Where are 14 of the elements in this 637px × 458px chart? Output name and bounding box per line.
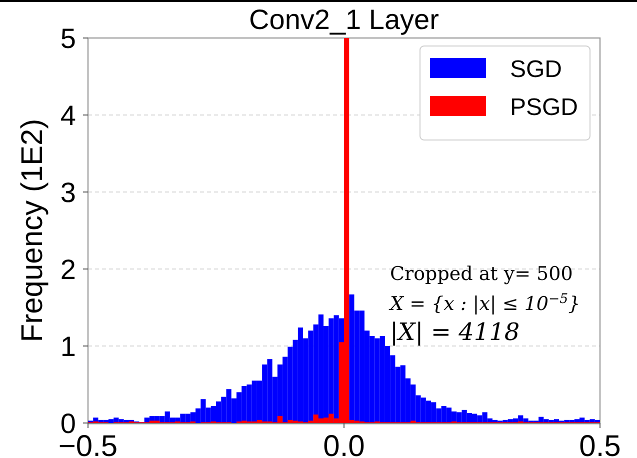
annotation: |X| = 4118 [390,318,520,346]
legend-label: PSGD [510,94,578,121]
chart-title: Conv2_1 Layer [249,4,439,35]
y-tick-label: 4 [60,100,76,131]
y-tick-label: 2 [60,254,76,285]
x-tick-label: 0.0 [323,430,365,458]
annotation: X = {x : |x| ≤ 10$^{−5}$} [388,292,580,315]
y-axis-title: Frequency (1E2) [16,118,49,342]
y-tick-label: 1 [60,331,76,362]
y-tick-label: 3 [60,177,76,208]
y-tick-label: 5 [60,23,76,54]
x-tick-label: 0.5 [579,430,621,458]
annotation: Cropped at y= 500 [390,263,573,285]
legend-label: SGD [510,56,562,83]
